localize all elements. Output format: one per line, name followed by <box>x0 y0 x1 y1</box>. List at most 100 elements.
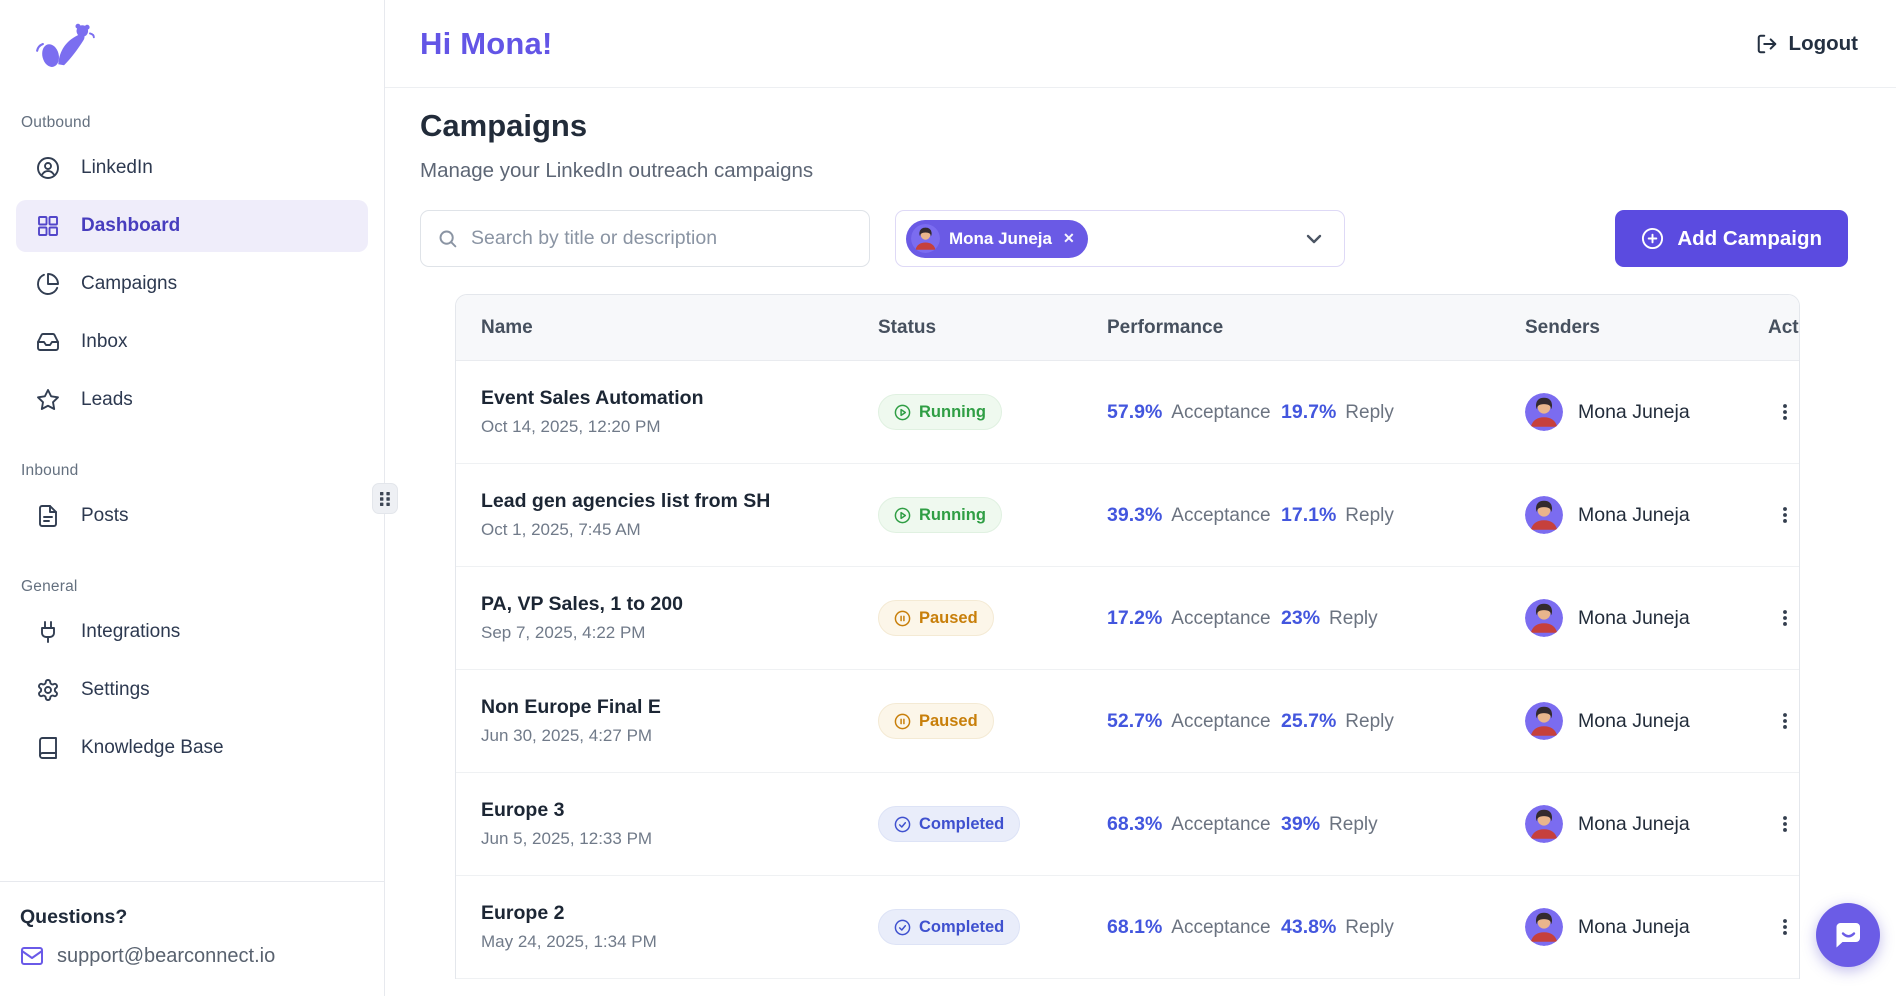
star-icon <box>36 388 60 412</box>
sidebar-resize-handle[interactable] <box>372 483 398 514</box>
bear-logo-icon <box>34 20 384 72</box>
row-actions-menu-button[interactable] <box>1768 495 1799 535</box>
status-badge: Running <box>878 497 1002 533</box>
sender-avatar <box>1525 599 1563 637</box>
sidebar-item-integrations[interactable]: Integrations <box>16 606 368 658</box>
sidebar-item-settings[interactable]: Settings <box>16 664 368 716</box>
sender-name: Mona Juneja <box>1578 606 1690 629</box>
sidebar-item-linkedin[interactable]: LinkedIn <box>16 142 368 194</box>
logout-icon <box>1756 33 1778 55</box>
table-row[interactable]: Europe 3 Jun 5, 2025, 12:33 PM Completed 68… <box>456 773 1799 876</box>
main-content: Hi Mona! Logout Campaigns Manage your Li… <box>385 0 1896 996</box>
search-icon <box>437 228 458 249</box>
status-badge: Completed <box>878 806 1021 842</box>
reply-value: 19.7% <box>1281 400 1337 423</box>
acceptance-label: Acceptance <box>1171 916 1271 938</box>
row-actions-menu-button[interactable] <box>1768 804 1799 844</box>
page-head: Campaigns Manage your LinkedIn outreach … <box>385 88 1896 979</box>
chat-launcher-button[interactable] <box>1816 903 1880 967</box>
search-input[interactable] <box>471 227 853 250</box>
sidebar-sections: Outbound LinkedIn Dashboard Campaigns Inbox L… <box>0 72 384 881</box>
reply-value: 17.1% <box>1281 503 1337 526</box>
table-row[interactable]: Europe 2 May 24, 2025, 1:34 PM Completed 68… <box>456 876 1799 979</box>
sidebar-footer: Questions? support@bearconnect.io <box>0 881 384 996</box>
table-row[interactable]: PA, VP Sales, 1 to 200 Sep 7, 2025, 4:22 … <box>456 567 1799 670</box>
section-label: Inbound <box>21 462 79 479</box>
row-actions-menu-button[interactable] <box>1768 392 1799 432</box>
support-email-link[interactable]: support@bearconnect.io <box>20 944 364 968</box>
completed-circle-icon <box>894 919 911 936</box>
column-header-senders: Senders <box>1525 316 1600 338</box>
nav-section: Inbound Posts <box>0 462 384 542</box>
table-row[interactable]: Event Sales Automation Oct 14, 2025, 12:2… <box>456 361 1799 464</box>
pie-chart-icon <box>36 272 60 296</box>
sender-name: Mona Juneja <box>1578 709 1690 732</box>
kebab-icon <box>1774 916 1796 938</box>
add-campaign-button[interactable]: Add Campaign <box>1615 210 1848 267</box>
status-badge: Paused <box>878 600 994 636</box>
acceptance-value: 39.3% <box>1107 503 1163 526</box>
acceptance-value: 52.7% <box>1107 709 1163 732</box>
sidebar-item-dashboard[interactable]: Dashboard <box>16 200 368 252</box>
sender-avatar <box>911 224 940 253</box>
sender-filter-label: Mona Juneja <box>949 228 1052 248</box>
logout-button[interactable]: Logout <box>1756 32 1858 56</box>
status-label: Paused <box>919 608 978 627</box>
acceptance-label: Acceptance <box>1171 710 1271 732</box>
page-subtitle: Manage your LinkedIn outreach campaigns <box>420 159 814 182</box>
table-row[interactable]: Lead gen agencies list from SH Oct 1, 202… <box>456 464 1799 567</box>
sidebar-item-leads[interactable]: Leads <box>16 374 368 426</box>
sender-name: Mona Juneja <box>1578 812 1690 835</box>
sidebar-item-knowledge-base[interactable]: Knowledge Base <box>16 722 368 774</box>
mail-icon <box>20 944 44 968</box>
sender-filter-select[interactable]: Mona Juneja ✕ <box>895 210 1345 267</box>
table-row[interactable]: Non Europe Final E Jun 30, 2025, 4:27 PM P… <box>456 670 1799 773</box>
sidebar-item-label: Integrations <box>81 621 181 642</box>
campaign-name: Europe 3 <box>481 799 565 821</box>
sidebar-item-label: Campaigns <box>81 273 178 294</box>
campaign-date: Jun 30, 2025, 4:27 PM <box>481 726 653 745</box>
sender-avatar <box>1525 805 1563 843</box>
section-label: General <box>21 578 78 595</box>
sender-avatar <box>1525 702 1563 740</box>
status-badge: Running <box>878 394 1002 430</box>
reply-label: Reply <box>1329 607 1378 629</box>
sidebar-item-posts[interactable]: Posts <box>16 490 368 542</box>
sender-filter-chip[interactable]: Mona Juneja ✕ <box>906 219 1088 258</box>
sidebar-item-label: Leads <box>81 389 133 410</box>
row-actions-menu-button[interactable] <box>1768 907 1799 947</box>
acceptance-label: Acceptance <box>1171 813 1271 835</box>
top-header: Hi Mona! Logout <box>385 0 1896 88</box>
column-header-performance: Performance <box>1107 316 1224 338</box>
row-actions-menu-button[interactable] <box>1768 701 1799 741</box>
sender-avatar <box>1525 496 1563 534</box>
support-email-text: support@bearconnect.io <box>57 944 276 967</box>
campaign-name: Europe 2 <box>481 902 565 924</box>
status-badge: Completed <box>878 909 1021 945</box>
reply-value: 25.7% <box>1281 709 1337 732</box>
plug-icon <box>36 620 60 644</box>
reply-label: Reply <box>1345 916 1394 938</box>
status-badge: Paused <box>878 703 994 739</box>
paused-circle-icon <box>894 610 911 627</box>
sidebar-item-inbox[interactable]: Inbox <box>16 316 368 368</box>
running-circle-icon <box>894 507 911 524</box>
sidebar-item-campaigns[interactable]: Campaigns <box>16 258 368 310</box>
status-label: Running <box>919 505 986 524</box>
section-label: Outbound <box>21 114 91 131</box>
nav-section: Outbound LinkedIn Dashboard Campaigns Inbox L… <box>0 114 384 426</box>
kebab-icon <box>1774 710 1796 732</box>
campaign-name: Lead gen agencies list from SH <box>481 490 771 512</box>
close-icon[interactable]: ✕ <box>1062 230 1075 246</box>
campaign-table-body: Event Sales Automation Oct 14, 2025, 12:2… <box>456 361 1799 979</box>
completed-circle-icon <box>894 816 911 833</box>
sidebar-item-label: Settings <box>81 679 150 700</box>
chat-bubble-icon <box>1831 918 1865 952</box>
toolbar: Mona Juneja ✕ Add Campaign <box>420 210 1848 267</box>
campaigns-table: Name Status Performance Senders Actions … <box>455 294 1800 979</box>
sidebar-item-label: Posts <box>81 505 129 526</box>
row-actions-menu-button[interactable] <box>1768 598 1799 638</box>
user-circle-icon <box>36 156 60 180</box>
greeting-heading: Hi Mona! <box>420 25 553 61</box>
add-campaign-label: Add Campaign <box>1677 226 1822 250</box>
